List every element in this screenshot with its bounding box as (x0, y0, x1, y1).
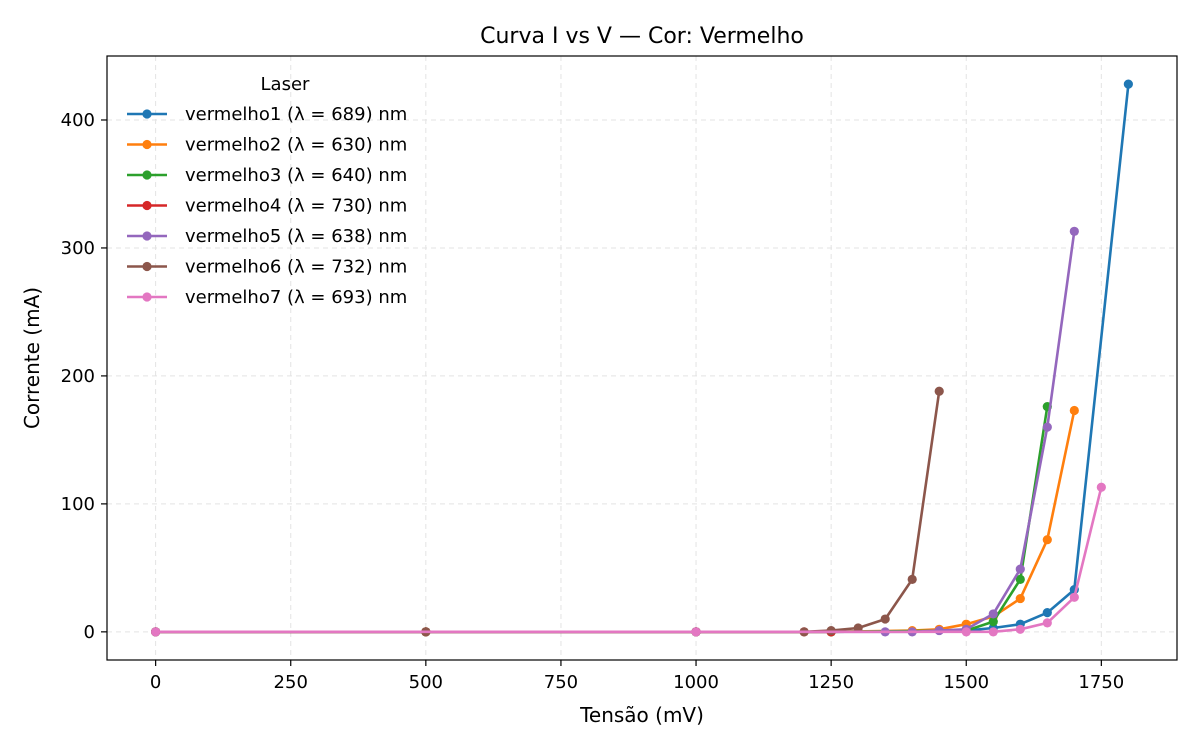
data-point (988, 617, 998, 627)
y-tick-label: 400 (61, 110, 95, 131)
legend-entry: vermelho6 (λ = 732) nm (127, 257, 407, 278)
x-tick-label: 1500 (943, 672, 989, 693)
y-tick-label: 100 (61, 494, 95, 515)
data-point (1015, 564, 1025, 574)
data-point (691, 627, 701, 637)
legend-swatch-marker (142, 231, 152, 241)
legend-title: Laser (261, 74, 311, 95)
legend-label: vermelho7 (λ = 693) nm (185, 287, 407, 308)
x-tick-label: 0 (150, 672, 161, 693)
y-tick-label: 200 (61, 366, 95, 387)
legend-entry: vermelho3 (λ = 640) nm (127, 165, 407, 186)
series-line (154, 485, 1103, 634)
x-axis-title: Tensão (mV) (579, 703, 704, 727)
series-6 (151, 386, 944, 637)
data-point (1015, 574, 1025, 584)
legend-swatch-marker (142, 261, 152, 272)
legend-entry: vermelho4 (λ = 730) nm (127, 196, 407, 217)
legend-entry: vermelho2 (λ = 630) nm (127, 135, 407, 156)
data-point (853, 623, 863, 633)
data-point (1015, 593, 1025, 604)
x-tick-label: 500 (409, 672, 443, 693)
series-2 (151, 405, 1079, 637)
legend-swatch-marker (142, 292, 152, 302)
legend-entry: vermelho7 (λ = 693) nm (127, 287, 407, 308)
data-point (961, 627, 971, 637)
data-point (988, 627, 998, 637)
data-point (1042, 535, 1052, 545)
series-line (154, 405, 1049, 634)
series-7 (151, 482, 1106, 637)
y-axis-title: Corrente (mA) (20, 287, 44, 429)
legend-swatch-marker (142, 109, 152, 119)
axes: 0 250 500 750 1000 1250 1500 1750 0 100 200 300 400 (61, 55, 1178, 693)
data-point (1042, 608, 1052, 618)
plot-frame (106, 55, 1178, 661)
data-point (1069, 592, 1079, 602)
series-group (151, 79, 1133, 637)
x-tick-label: 1750 (1078, 672, 1124, 693)
x-tick-label: 750 (544, 672, 578, 693)
series-line (154, 409, 1076, 634)
legend-label: vermelho5 (λ = 638) nm (185, 226, 407, 247)
data-point (1069, 226, 1079, 236)
legend-label: vermelho1 (λ = 689) nm (185, 104, 407, 125)
legend-label: vermelho2 (λ = 630) nm (185, 135, 407, 156)
data-point (1015, 624, 1025, 634)
legend-swatch-marker (142, 139, 152, 150)
x-tick-label: 1000 (673, 672, 719, 693)
data-point (988, 609, 998, 619)
chart-title: Curva I vs V — Cor: Vermelho (480, 24, 804, 49)
legend-entry: vermelho1 (λ = 689) nm (127, 104, 407, 125)
data-point (880, 614, 890, 624)
series-line (154, 389, 941, 634)
x-tick-label: 1250 (808, 672, 854, 693)
y-tick-label: 0 (84, 622, 95, 643)
data-point (1042, 618, 1052, 628)
series-3 (151, 402, 1052, 637)
legend-entry: vermelho5 (λ = 638) nm (127, 226, 407, 247)
data-point (151, 627, 161, 637)
legend-swatch-marker (142, 170, 152, 180)
legend-swatch-marker (142, 200, 152, 211)
legend-label: vermelho6 (λ = 732) nm (185, 257, 407, 278)
x-tick-label: 250 (274, 672, 308, 693)
series-1 (151, 79, 1133, 637)
legend-label: vermelho3 (λ = 640) nm (185, 165, 407, 186)
data-point (907, 574, 917, 584)
legend: Laser vermelho1 (λ = 689) nm vermelho2 (λ … (127, 74, 407, 308)
legend-label: vermelho4 (λ = 730) nm (185, 196, 407, 217)
data-point (1069, 405, 1079, 416)
y-tick-label: 300 (61, 238, 95, 259)
data-point (1123, 79, 1133, 89)
data-point (1096, 482, 1106, 492)
data-point (1042, 422, 1052, 432)
data-point (934, 386, 944, 396)
